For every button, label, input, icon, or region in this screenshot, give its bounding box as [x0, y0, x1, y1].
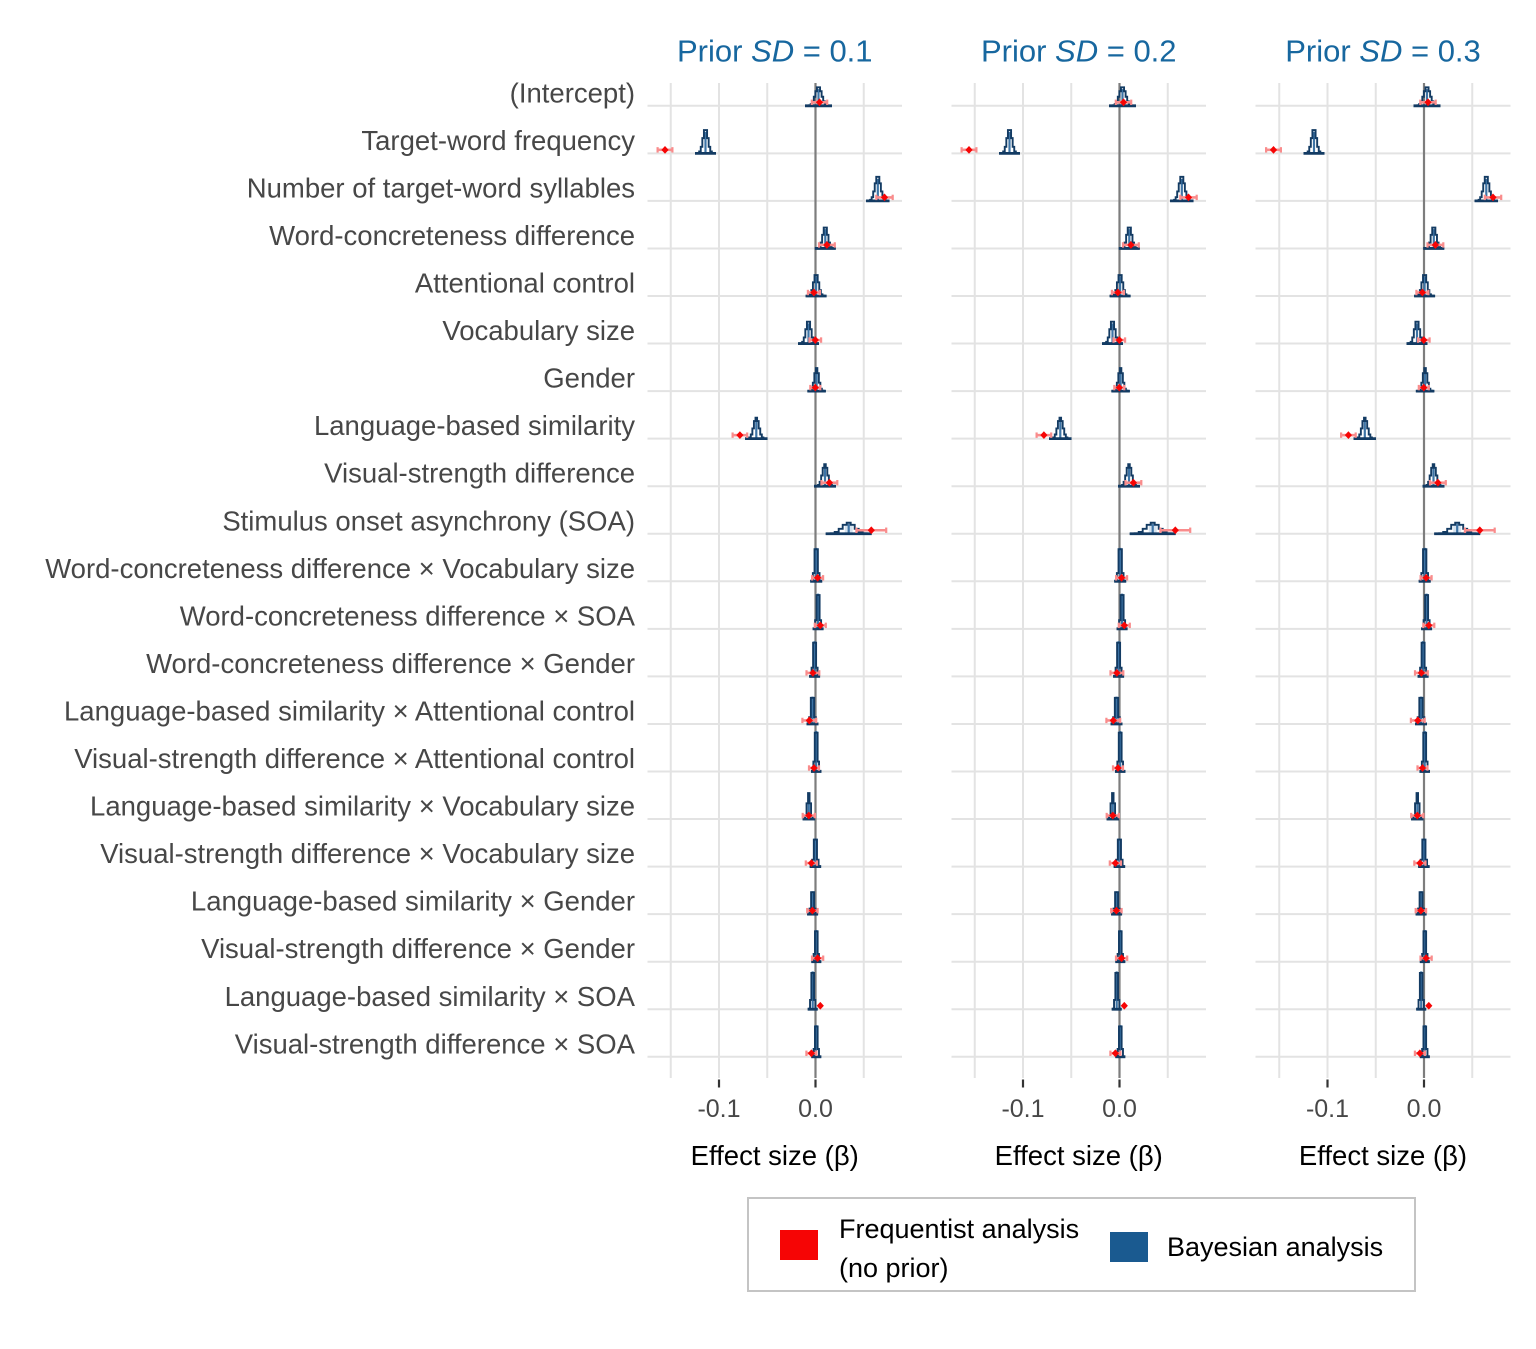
svg-text:Number of target-word syllable: Number of target-word syllables	[247, 172, 635, 203]
svg-text:-0.1: -0.1	[1001, 1095, 1044, 1123]
svg-text:Attentional control: Attentional control	[415, 268, 635, 299]
svg-text:(no prior): (no prior)	[839, 1253, 949, 1283]
svg-text:Prior SD = 0.1: Prior SD = 0.1	[677, 34, 873, 69]
svg-text:Language-based similarity: Language-based similarity	[314, 410, 635, 441]
svg-text:Language-based similarity × Ge: Language-based similarity × Gender	[191, 886, 635, 917]
svg-text:Stimulus onset asynchrony (SOA: Stimulus onset asynchrony (SOA)	[222, 505, 635, 536]
svg-text:Word-concreteness difference: Word-concreteness difference	[269, 220, 635, 251]
svg-text:0.0: 0.0	[1102, 1095, 1137, 1123]
svg-text:0.0: 0.0	[1407, 1095, 1442, 1123]
svg-text:-0.1: -0.1	[1306, 1095, 1349, 1123]
svg-text:Visual-strength difference × A: Visual-strength difference × Attentional…	[74, 743, 635, 774]
svg-text:Prior SD = 0.2: Prior SD = 0.2	[981, 34, 1177, 69]
svg-text:Word-concreteness difference ×: Word-concreteness difference × SOA	[180, 600, 636, 631]
svg-text:Visual-strength difference × S: Visual-strength difference × SOA	[235, 1028, 636, 1059]
svg-text:-0.1: -0.1	[697, 1095, 740, 1123]
svg-text:Bayesian analysis: Bayesian analysis	[1167, 1232, 1383, 1262]
svg-text:Language-based similarity × At: Language-based similarity × Attentional …	[64, 695, 635, 726]
svg-text:Effect size (β): Effect size (β)	[1299, 1140, 1467, 1171]
svg-text:Prior SD = 0.3: Prior SD = 0.3	[1285, 34, 1481, 69]
svg-text:Target-word frequency: Target-word frequency	[361, 125, 635, 156]
svg-text:Effect size (β): Effect size (β)	[995, 1140, 1163, 1171]
svg-text:Vocabulary size: Vocabulary size	[442, 315, 635, 346]
svg-text:Word-concreteness difference ×: Word-concreteness difference × Gender	[146, 648, 635, 679]
svg-text:0.0: 0.0	[798, 1095, 833, 1123]
svg-text:Visual-strength difference × G: Visual-strength difference × Gender	[201, 933, 635, 964]
svg-text:Visual-strength difference: Visual-strength difference	[324, 458, 635, 489]
svg-text:Language-based similarity × SO: Language-based similarity × SOA	[225, 981, 636, 1012]
svg-text:(Intercept): (Intercept)	[510, 77, 635, 108]
svg-text:Frequentist analysis: Frequentist analysis	[839, 1214, 1079, 1244]
svg-text:Visual-strength difference × V: Visual-strength difference × Vocabulary …	[100, 838, 635, 869]
svg-text:Effect size (β): Effect size (β)	[691, 1140, 859, 1171]
svg-text:Word-concreteness difference ×: Word-concreteness difference × Vocabular…	[45, 553, 635, 584]
svg-text:Language-based similarity × Vo: Language-based similarity × Vocabulary s…	[90, 791, 635, 822]
svg-text:Gender: Gender	[543, 363, 635, 394]
